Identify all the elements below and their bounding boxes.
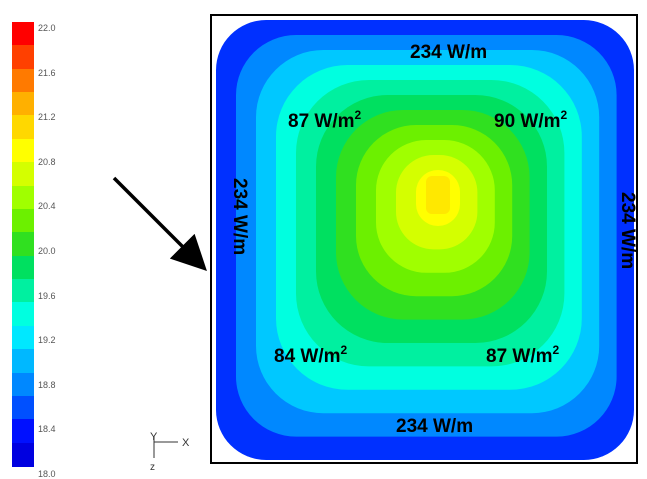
colorbar-tick-label: 20.8 <box>38 156 56 167</box>
colorbar-tick-label: 21.2 <box>38 112 56 123</box>
colorbar-tick-label: 21.6 <box>38 67 56 78</box>
colorbar-swatch <box>12 442 34 467</box>
colorbar-swatch <box>12 185 34 210</box>
colorbar-swatch <box>12 279 34 304</box>
contour-plot: 234 W/m 234 W/m 234 W/m 234 W/m 87 W/m2 … <box>210 14 638 464</box>
colorbar-swatch <box>12 138 34 164</box>
colorbar-swatch <box>12 255 34 281</box>
colorbar-swatch <box>12 45 34 70</box>
colorbar-swatch <box>12 68 34 94</box>
colorbar-swatch <box>12 232 34 257</box>
contour-bands <box>216 20 634 460</box>
colorbar-tick-label: 18.0 <box>38 469 56 479</box>
label-corner-top-right: 90 W/m2 <box>494 108 568 132</box>
colorbar-swatch <box>12 22 34 47</box>
label-bottom-edge: 234 W/m <box>396 416 473 437</box>
colorbar <box>12 22 34 467</box>
colorbar-swatch <box>12 419 34 444</box>
colorbar-swatch <box>12 325 34 351</box>
x-axis-label: X <box>182 437 190 449</box>
y-axis-label: Y <box>150 431 158 443</box>
hot-spot <box>426 176 450 214</box>
z-axis-label: z <box>150 462 155 473</box>
label-right-edge: 234 W/m <box>617 192 638 269</box>
colorbar-swatch <box>12 162 34 187</box>
colorbar-swatch <box>12 302 34 327</box>
colorbar-swatch <box>12 395 34 421</box>
colorbar-tick-label: 22.0 <box>38 23 56 33</box>
colorbar-tick-label: 19.6 <box>38 290 56 301</box>
colorbar-tick-label: 19.2 <box>38 335 56 346</box>
colorbar-tick-label: 18.4 <box>38 424 56 435</box>
label-corner-top-left: 87 W/m2 <box>288 108 362 132</box>
label-left-edge: 234 W/m <box>229 178 250 255</box>
label-top-edge: 234 W/m <box>410 42 487 63</box>
colorbar-tick-label: 20.4 <box>38 201 56 212</box>
colorbar-swatch <box>12 349 34 374</box>
label-corner-bottom-right: 87 W/m2 <box>486 343 560 367</box>
label-corner-bottom-left: 84 W/m2 <box>274 343 348 367</box>
colorbar-swatch <box>12 208 34 234</box>
colorbar-tick-label: 20.0 <box>38 246 56 256</box>
colorbar-tick-label: 18.8 <box>38 379 56 390</box>
colorbar-swatch <box>12 92 34 117</box>
colorbar-swatch <box>12 372 34 397</box>
axis-triad: Y X z <box>150 431 190 473</box>
colorbar-swatch <box>12 115 34 140</box>
